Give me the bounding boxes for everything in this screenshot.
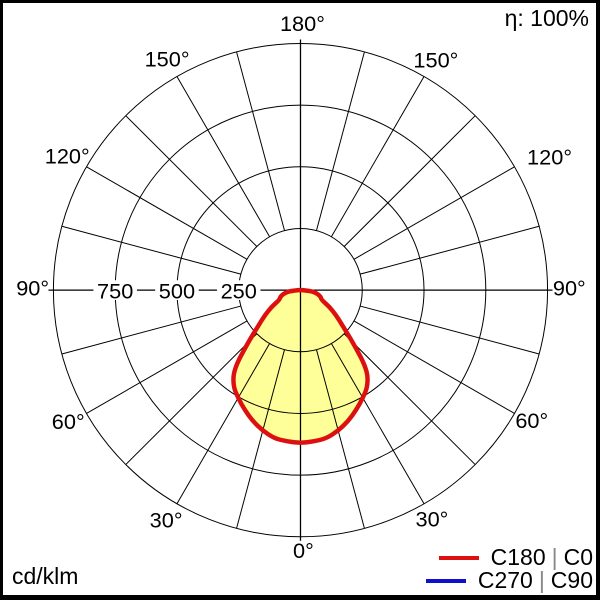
grid-spoke xyxy=(61,225,241,275)
legend-label-c270-c90: C270 | C90 xyxy=(477,567,593,593)
legend-separator: | xyxy=(551,544,558,570)
radial-tick-label-500: 500 xyxy=(159,279,195,304)
unit-label: cd/klm xyxy=(12,563,79,589)
grid-spoke xyxy=(176,343,271,504)
angle-tick-label: 0° xyxy=(293,538,314,563)
angle-tick-label: 120° xyxy=(45,143,90,168)
angle-tick-label: 150° xyxy=(413,48,458,73)
grid-spoke xyxy=(343,115,476,247)
polar-grid xyxy=(48,39,553,541)
radial-tick-bg xyxy=(93,280,137,300)
legend-line-red xyxy=(438,555,479,560)
angle-tick-label: 120° xyxy=(527,144,572,169)
grid-spoke xyxy=(353,320,515,414)
legend-entry-c180-c0: C180 | C0 xyxy=(438,544,593,570)
grid-spoke xyxy=(236,349,285,529)
beam-lobe-curve-c180-c0 xyxy=(231,287,370,445)
grid-spoke xyxy=(360,225,540,275)
angle-tick-label: 180° xyxy=(280,11,325,36)
radial-tick-bg xyxy=(155,280,199,300)
legend-line-blue xyxy=(425,578,466,583)
radial-tick-bg xyxy=(216,280,261,300)
legend-entry-c270-c90: C270 | C90 xyxy=(425,567,593,593)
radial-tick-labels: 250 500 750 xyxy=(93,279,261,304)
grid-spoke xyxy=(125,115,258,247)
grid-spoke xyxy=(343,333,476,465)
angle-tick-label: 90° xyxy=(16,276,49,301)
grid-spoke xyxy=(176,76,271,237)
legend: C180 | C0 C270 | C90 xyxy=(425,544,593,593)
grid-spoke xyxy=(61,305,241,355)
legend-label-c180-c0: C180 | C0 xyxy=(490,544,593,570)
angle-tick-label: 90° xyxy=(553,276,586,301)
grid-spoke xyxy=(236,51,285,231)
angle-tick-label: 60° xyxy=(52,409,85,434)
radial-tick-label-750: 750 xyxy=(97,279,133,304)
grid-spoke xyxy=(315,349,365,529)
grid-spoke xyxy=(125,333,258,465)
efficiency-label: η: 100% xyxy=(504,5,589,31)
legend-separator: | xyxy=(538,567,545,593)
grid-spoke xyxy=(330,343,425,504)
angle-tick-labels: 0° 30° 30° 60° 60° 90° 90° 120° 120° 150° 150° 180° xyxy=(16,11,586,563)
angle-tick-label: 30° xyxy=(416,507,449,532)
angle-tick-label: 30° xyxy=(150,508,183,533)
grid-spoke xyxy=(86,166,248,260)
grid-spoke xyxy=(86,320,248,414)
grid-spoke xyxy=(330,76,425,237)
grid-spoke xyxy=(315,51,365,231)
angle-tick-label: 150° xyxy=(145,47,190,72)
grid-spoke xyxy=(353,166,515,260)
radial-tick-label-250: 250 xyxy=(221,279,257,304)
grid-spoke xyxy=(360,305,540,355)
polar-chart-canvas: 250 500 750 0° 30° 30° 60° 60° 90° 90° 120° 120° 150… xyxy=(16,11,586,563)
angle-tick-label: 60° xyxy=(515,408,548,433)
